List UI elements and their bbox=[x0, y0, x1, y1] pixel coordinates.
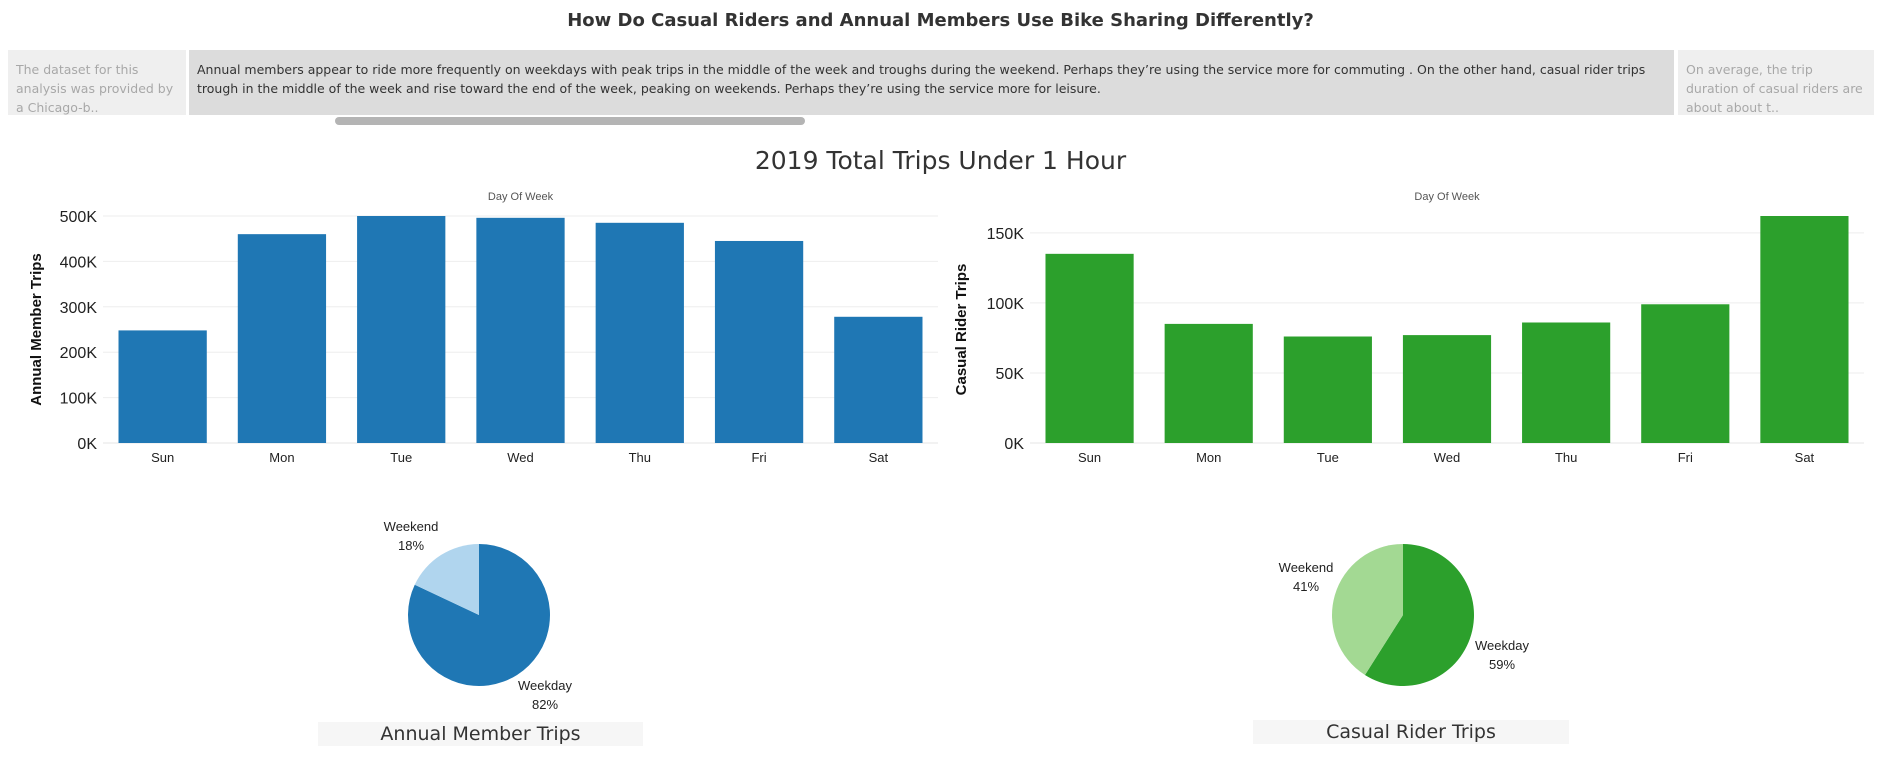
bar-thu bbox=[595, 222, 684, 443]
bar-sun bbox=[1045, 253, 1134, 443]
pie-slice-weekday bbox=[1364, 544, 1475, 686]
pie-label-name: Weekend bbox=[1279, 560, 1334, 575]
x-axis-title: Day Of Week bbox=[1414, 191, 1480, 203]
x-tick-label: Fri bbox=[1678, 450, 1693, 465]
pie-slice-weekend bbox=[414, 544, 479, 615]
bar-thu bbox=[1522, 322, 1611, 443]
x-tick-label: Sat bbox=[869, 450, 889, 465]
bar-mon bbox=[1164, 323, 1253, 443]
pie-label-value: 18% bbox=[398, 538, 424, 553]
x-tick-label: Thu bbox=[629, 450, 651, 465]
x-tick-label: Sun bbox=[151, 450, 174, 465]
x-tick-label: Tue bbox=[390, 450, 412, 465]
pie-label-value: 82% bbox=[532, 697, 558, 712]
y-tick-label: 300K bbox=[60, 300, 98, 317]
y-tick-label: 400K bbox=[60, 254, 98, 271]
bar-sat bbox=[834, 316, 923, 443]
member-pie-caption: Annual Member Trips bbox=[318, 722, 643, 746]
bar-mon bbox=[237, 234, 327, 443]
y-axis-title: Casual Rider Trips bbox=[953, 264, 970, 396]
story-scrollbar-thumb[interactable] bbox=[335, 117, 805, 125]
section-title: 2019 Total Trips Under 1 Hour bbox=[754, 146, 1127, 175]
x-axis-title: Day Of Week bbox=[488, 191, 554, 203]
casual-pie-chart: Weekday 59% Weekend 41% bbox=[1279, 544, 1529, 686]
bar-tue bbox=[357, 216, 446, 443]
pie-slice-weekend bbox=[1331, 544, 1403, 675]
member-pie-chart: Weekday 82% Weekend 18% bbox=[384, 519, 573, 712]
y-tick-label: 100K bbox=[987, 296, 1025, 313]
bar-wed bbox=[476, 217, 565, 443]
story-point-next[interactable]: On average, the trip duration of casual … bbox=[1678, 50, 1874, 115]
x-tick-label: Tue bbox=[1317, 450, 1339, 465]
dashboard-title: How Do Casual Riders and Annual Members … bbox=[567, 10, 1314, 31]
x-tick-label: Sat bbox=[1795, 450, 1815, 465]
y-axis-title: Annual Member Trips bbox=[28, 253, 45, 406]
x-tick-label: Fri bbox=[751, 450, 766, 465]
x-tick-label: Mon bbox=[1196, 450, 1221, 465]
y-tick-label: 100K bbox=[60, 391, 98, 408]
pie-label-name: Weekday bbox=[518, 678, 572, 693]
pie-label-name: Weekend bbox=[384, 519, 439, 534]
story-point-active[interactable]: Annual members appear to ride more frequ… bbox=[189, 50, 1674, 115]
casual-bar-chart: Day Of Week 0K 50K 100K 150K Casual Rider Tri… bbox=[953, 191, 1864, 465]
y-tick-label: 0K bbox=[1004, 436, 1024, 453]
bar-tue bbox=[1283, 336, 1372, 443]
x-tick-label: Wed bbox=[507, 450, 534, 465]
y-tick-label: 500K bbox=[60, 209, 98, 226]
story-navigator: The dataset for this analysis was provid… bbox=[8, 50, 1874, 115]
x-tick-label: Sun bbox=[1078, 450, 1101, 465]
story-point-previous[interactable]: The dataset for this analysis was provid… bbox=[8, 50, 186, 115]
x-tick-label: Mon bbox=[269, 450, 294, 465]
bar-sat bbox=[1760, 216, 1849, 443]
y-tick-label: 150K bbox=[987, 226, 1025, 243]
bar-fri bbox=[1641, 304, 1730, 443]
bar-wed bbox=[1402, 335, 1492, 443]
x-tick-label: Thu bbox=[1555, 450, 1577, 465]
y-tick-label: 200K bbox=[60, 345, 98, 362]
pie-label-name: Weekday bbox=[1475, 638, 1529, 653]
y-tick-label: 50K bbox=[996, 366, 1025, 383]
casual-pie-caption: Casual Rider Trips bbox=[1253, 720, 1569, 744]
y-tick-label: 0K bbox=[77, 436, 97, 453]
bar-fri bbox=[714, 240, 804, 443]
bar-sun bbox=[118, 330, 207, 443]
member-bar-chart: Day Of Week 0K 100K 200K 300K 400K 500K Annual … bbox=[28, 191, 938, 465]
pie-label-value: 59% bbox=[1489, 657, 1515, 672]
pie-label-value: 41% bbox=[1293, 579, 1319, 594]
x-tick-label: Wed bbox=[1434, 450, 1461, 465]
